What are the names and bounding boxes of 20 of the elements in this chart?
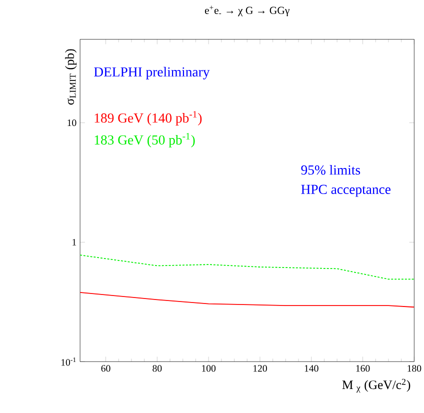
text: 183 GeV (50 pb$^{-1}$): [94, 133, 195, 148]
x-tick-label: 120: [253, 365, 267, 372]
x-tick-label: 100: [202, 365, 216, 372]
line-series: [80, 254, 414, 280]
y-tick-label: 10: [68, 120, 76, 126]
y-tick-label: 10$^{-1}$: [61, 358, 76, 366]
x-tick-label: 60: [101, 365, 110, 372]
chart-title: e$^{+}$e$_{-}$ → χ G → GGγ: [204, 6, 290, 16]
y-tick-label: 1: [72, 239, 76, 246]
line-series: [80, 292, 414, 308]
x-tick-label: 180: [408, 365, 422, 372]
x-tick-label: 80: [152, 365, 162, 372]
x-tick-label: 160: [356, 365, 370, 372]
annotation: 95% limits: [301, 165, 360, 175]
x-tick-label: 140: [304, 365, 318, 372]
annotation: HPC acceptance: [301, 184, 390, 197]
x-axis-title: M $_{χ}$ (GeV/c$^{2}$): [342, 378, 410, 393]
text: 189 GeV (140 pb$^{-1}$): [94, 111, 202, 126]
y-axis-title: σ$_{LIMIT}$ (pb): [65, 49, 77, 105]
annotation: DELPHI preliminary: [94, 67, 210, 80]
